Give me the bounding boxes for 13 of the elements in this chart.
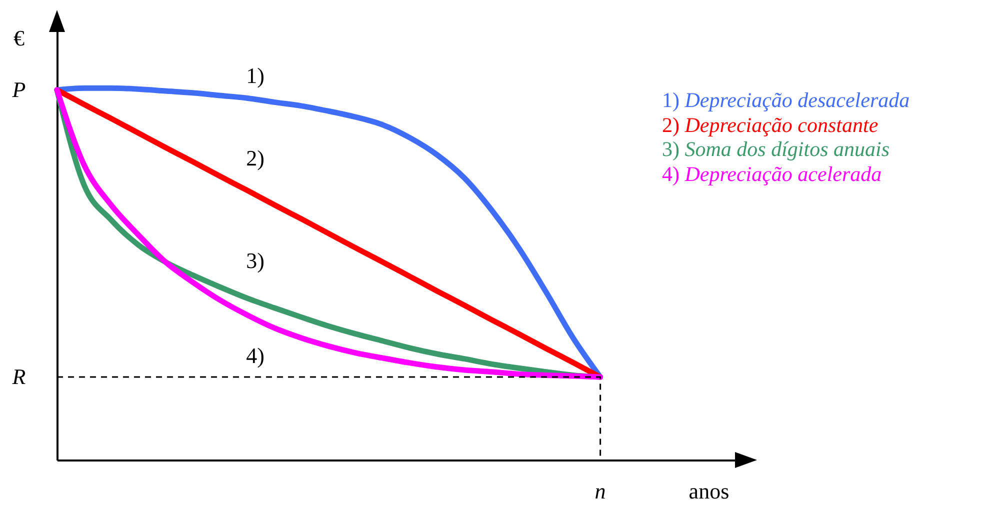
text: 1): [246, 62, 264, 88]
ref-line-label: R: [11, 364, 26, 390]
annotation: 3): [246, 248, 264, 274]
text: P: [11, 76, 26, 102]
text: n: [594, 478, 606, 504]
annotation: 4): [246, 342, 264, 368]
annotation: 2): [246, 146, 264, 171]
y-axis-title: €: [13, 26, 24, 51]
text: 1) Depreciação desacelerada: [662, 88, 910, 112]
text: 2) Depreciação constante: [662, 112, 878, 136]
text: 4) Depreciação acelerada: [662, 162, 882, 186]
text: 3) Soma dos dígitos anuais: [662, 137, 890, 161]
x-axis-title: anos: [688, 478, 730, 504]
